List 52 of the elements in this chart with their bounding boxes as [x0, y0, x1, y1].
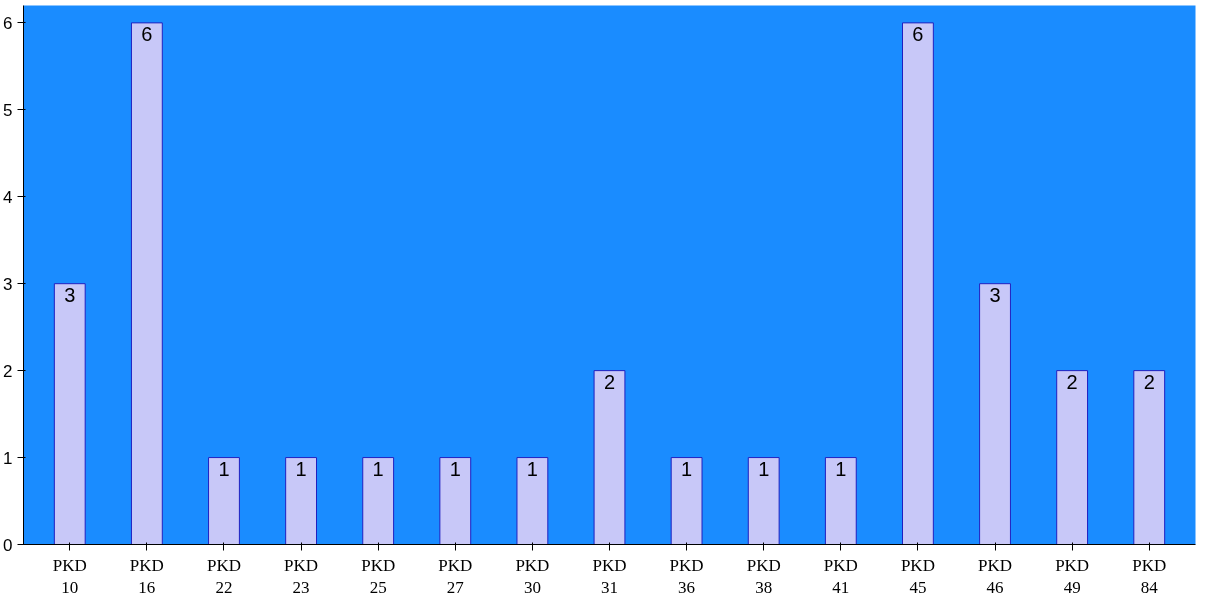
x-tick-label: PKD 45: [900, 555, 935, 598]
data-label: 1: [835, 457, 847, 480]
y-tick-label: 2: [3, 361, 13, 381]
bar: [516, 457, 549, 545]
x-tick-label: PKD 10: [52, 555, 87, 598]
bar: [439, 457, 472, 545]
data-label: 2: [1143, 370, 1155, 393]
data-label: 1: [295, 457, 307, 480]
y-tick-label: 4: [3, 187, 13, 207]
bar: [670, 457, 703, 545]
data-label: 3: [64, 283, 76, 306]
data-label: 1: [218, 457, 230, 480]
x-tick-label: PKD 27: [438, 555, 473, 598]
x-tick-label: PKD 25: [361, 555, 396, 598]
data-label: 3: [989, 283, 1001, 306]
bar: [130, 22, 163, 545]
x-tick-label: PKD 46: [978, 555, 1013, 598]
bar: [208, 457, 240, 545]
bar: [285, 457, 317, 545]
x-tick-label: PKD 36: [669, 555, 704, 598]
data-label: 1: [372, 457, 384, 480]
data-label: 1: [449, 457, 461, 480]
data-label: 1: [681, 457, 693, 480]
bar: [362, 457, 395, 545]
bar: [902, 22, 934, 545]
x-tick-label: PKD 23: [284, 555, 319, 598]
bar: [1056, 370, 1089, 545]
data-label: 2: [1066, 370, 1078, 393]
y-tick-label: 0: [3, 535, 13, 555]
y-tick-label: 1: [3, 448, 13, 468]
bar: [979, 283, 1011, 545]
data-label: 1: [758, 457, 770, 480]
x-tick-label: PKD 49: [1055, 555, 1090, 598]
bar: [593, 370, 626, 545]
y-tick-label: 6: [3, 13, 13, 33]
x-tick-label: PKD 84: [1132, 555, 1167, 598]
bar: [1133, 370, 1166, 545]
y-tick-label: 5: [3, 100, 13, 120]
data-label: 2: [603, 370, 616, 393]
x-tick-label: PKD 41: [823, 555, 858, 598]
y-tick-label: 3: [3, 274, 13, 294]
x-tick-label: PKD 38: [746, 555, 781, 598]
data-label: 1: [526, 457, 538, 480]
bar: [747, 457, 780, 545]
x-tick-label: PKD 22: [206, 555, 241, 598]
data-label: 6: [912, 22, 924, 45]
data-label: 6: [141, 22, 153, 45]
x-tick-label: PKD 30: [515, 555, 550, 598]
bar: [53, 283, 86, 545]
bar: [824, 457, 857, 545]
x-tick-label: PKD 16: [129, 555, 164, 598]
x-tick-label: PKD 31: [592, 555, 627, 598]
